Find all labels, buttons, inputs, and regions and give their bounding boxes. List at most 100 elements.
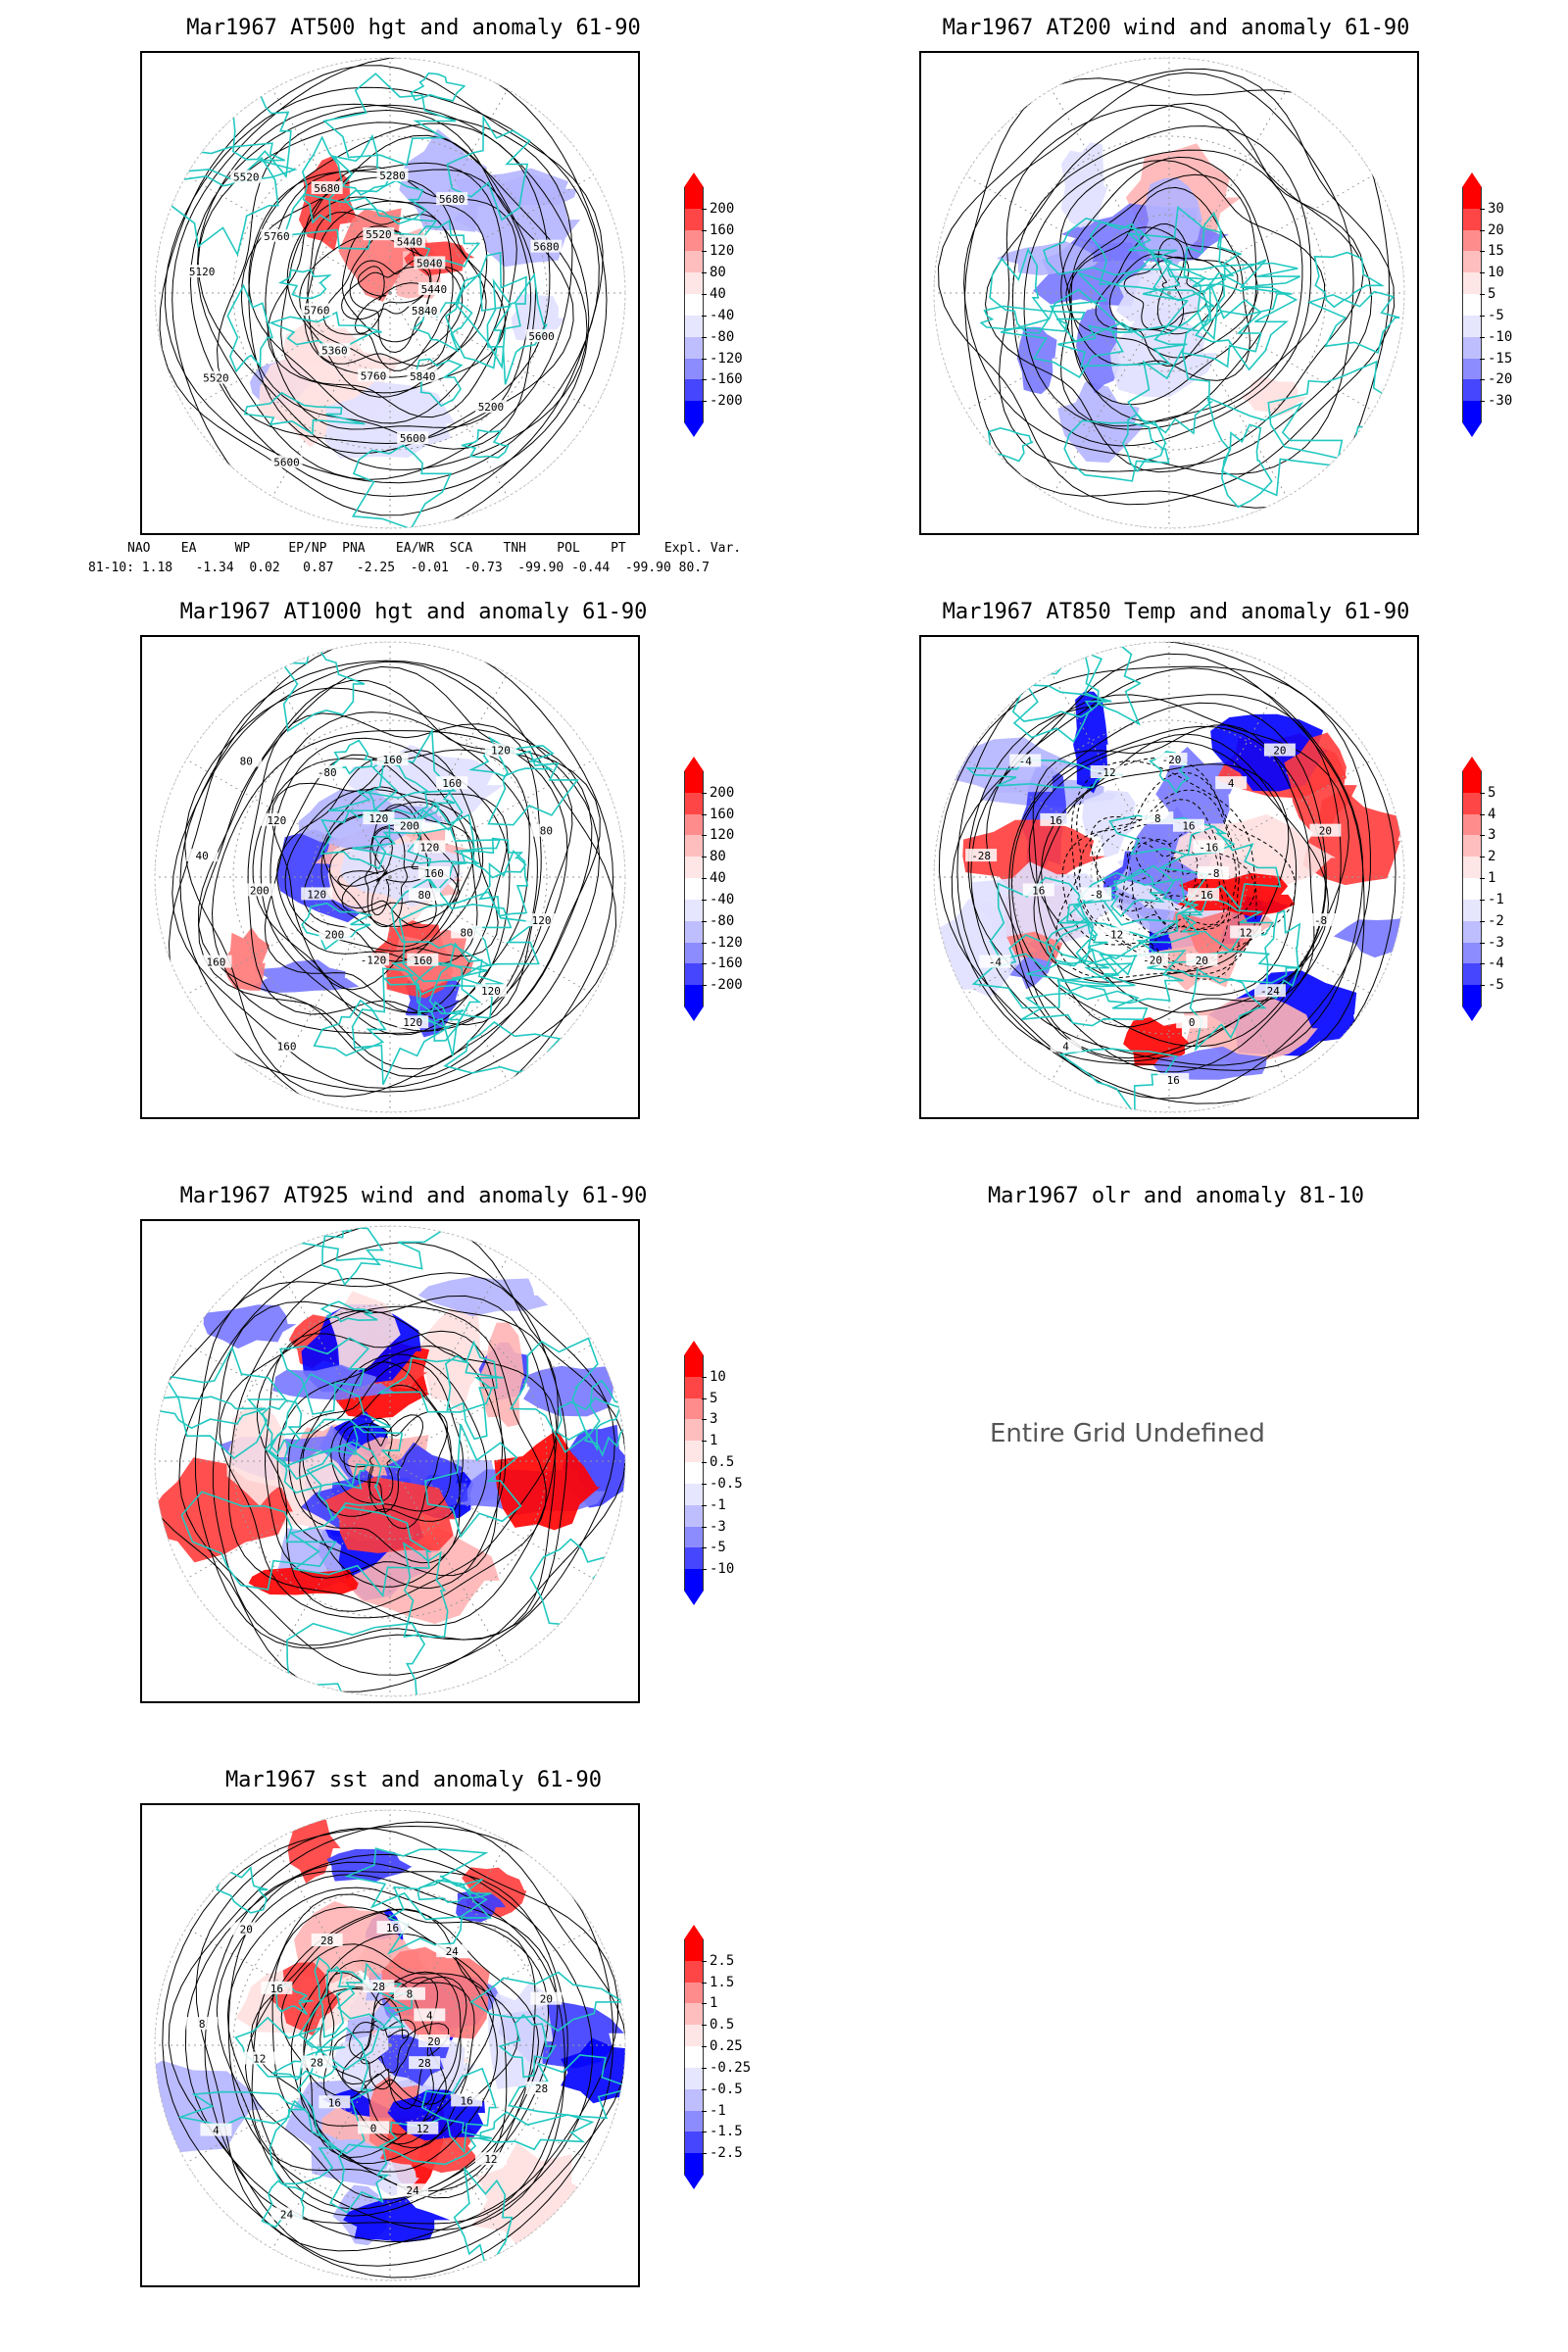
contour-line bbox=[251, 1893, 536, 2199]
map-boundary bbox=[154, 641, 626, 1113]
colorbar-label: -1 bbox=[1488, 891, 1504, 907]
contour-label: -8 bbox=[1206, 867, 1219, 880]
contour-line bbox=[320, 801, 460, 948]
coastline bbox=[269, 2099, 340, 2185]
positive-anomaly-shading bbox=[328, 1291, 401, 1373]
contour-label: 20 bbox=[1319, 825, 1332, 838]
contour-label-bg bbox=[301, 887, 333, 901]
contour-line bbox=[197, 665, 601, 1078]
coastline bbox=[1021, 990, 1149, 1027]
colorbar-label: 2 bbox=[1488, 849, 1496, 865]
coastline bbox=[1065, 864, 1199, 940]
colorbar-tick bbox=[1480, 379, 1485, 381]
streamline bbox=[178, 1242, 615, 1676]
colorbar-label: -160 bbox=[710, 371, 743, 388]
colorbar-segment bbox=[1462, 208, 1482, 230]
contour-label: -16 bbox=[1194, 889, 1213, 902]
colorbar-tick bbox=[702, 208, 707, 210]
contour-line bbox=[951, 653, 1365, 1071]
contour-label-bg bbox=[409, 304, 441, 318]
contour-label-bg bbox=[200, 955, 232, 968]
coastline bbox=[298, 1969, 412, 2071]
colorbar-label: 40 bbox=[710, 286, 726, 303]
contour-label-bg bbox=[414, 840, 446, 854]
map-content: 5840 5760 5680 5600 5520 5440 5360 5280 5200 5120… bbox=[155, 58, 625, 528]
contour-label-bg bbox=[1022, 883, 1054, 897]
contour-label: 200 bbox=[400, 820, 419, 833]
colorbar-label: -40 bbox=[710, 307, 735, 323]
coastline bbox=[1126, 205, 1242, 302]
contour-label-bg bbox=[358, 368, 390, 382]
contour-line bbox=[1032, 724, 1315, 1028]
coastline bbox=[1049, 271, 1217, 343]
colorbar-label: -0.5 bbox=[710, 1475, 743, 1492]
colorbar-label: 0.25 bbox=[710, 2038, 743, 2055]
coastline bbox=[231, 78, 292, 178]
colorbar-segment bbox=[684, 985, 704, 1006]
colorbar-label: 5 bbox=[1488, 286, 1496, 303]
teleconnection-headers: NAO EA WP EP/NP PNA EA/WR SCA TNH POL PT… bbox=[127, 541, 742, 556]
contour-line bbox=[354, 266, 425, 334]
coastline bbox=[1206, 396, 1344, 497]
colorbar-label: -20 bbox=[1488, 371, 1513, 388]
contour-label: 16 bbox=[386, 1922, 399, 1935]
coastline bbox=[343, 179, 427, 225]
coastline bbox=[177, 2090, 307, 2128]
longitude-line bbox=[389, 2044, 509, 2250]
colorbar-tick bbox=[1480, 315, 1485, 317]
contour-label-bg bbox=[270, 2207, 303, 2221]
negative-anomaly-shading bbox=[934, 899, 1038, 998]
coastline bbox=[326, 739, 372, 775]
coastline bbox=[1063, 419, 1170, 482]
coastline bbox=[1220, 423, 1273, 509]
contour-label: 120 bbox=[307, 888, 326, 901]
contour-label: -12 bbox=[1103, 928, 1123, 941]
streamline bbox=[984, 102, 1364, 473]
contour-label: -8 bbox=[1314, 914, 1327, 927]
contour-label: 80 bbox=[461, 926, 473, 939]
colorbar-label: 1 bbox=[1488, 870, 1496, 887]
coastline bbox=[1011, 684, 1112, 722]
map-content: 2828242420201616128402828481216202428161… bbox=[155, 1810, 625, 2280]
contour-label: -12 bbox=[1097, 766, 1116, 779]
colorbar-label: -200 bbox=[710, 977, 743, 994]
contour-label: 24 bbox=[280, 2208, 294, 2221]
colorbar-segment bbox=[684, 315, 704, 337]
colorbar-segment bbox=[684, 1483, 704, 1505]
coastline bbox=[319, 1300, 378, 1323]
negative-anomaly-shading bbox=[1143, 177, 1202, 266]
contour-label-bg bbox=[1215, 776, 1248, 790]
coastline bbox=[1072, 896, 1180, 976]
coastline bbox=[321, 1226, 384, 1287]
contour-label-bg bbox=[200, 370, 232, 384]
colorbar-label: 40 bbox=[710, 870, 726, 887]
colorbar-label: 3 bbox=[1488, 827, 1496, 844]
contour-label: 4 bbox=[1228, 777, 1235, 790]
contour-line bbox=[216, 109, 574, 445]
latitude-circle bbox=[232, 135, 548, 451]
colorbar-label: -3 bbox=[1488, 934, 1504, 951]
colorbar-tick bbox=[702, 1569, 707, 1571]
coastline bbox=[402, 1542, 449, 1639]
contour-label-bg bbox=[376, 169, 409, 182]
colorbar-bottom-arrow bbox=[1462, 1006, 1482, 1021]
coastline bbox=[479, 2111, 595, 2151]
colorbar-segment bbox=[684, 187, 704, 209]
panel-title-200: Mar1967 AT200 wind and anomaly 61-90 bbox=[942, 16, 1410, 40]
coastline bbox=[288, 1506, 432, 1598]
contour-label-bg bbox=[474, 400, 507, 414]
coastline bbox=[412, 302, 473, 353]
contour-label: 5520 bbox=[366, 228, 392, 241]
contour-label: 12 bbox=[1240, 926, 1252, 939]
contour-line bbox=[280, 1943, 495, 2159]
contour-label: 120 bbox=[368, 812, 388, 825]
coastline bbox=[428, 942, 504, 1019]
colorbar-tick bbox=[702, 294, 707, 296]
colorbar-tick bbox=[1480, 920, 1485, 922]
contour-label: 5520 bbox=[233, 172, 259, 184]
map-frame-1000: 80 120 160 120 80 160 200 160 120 40 120 -120 -80 120… bbox=[140, 635, 640, 1119]
coastline bbox=[446, 115, 531, 221]
colorbar-segment bbox=[1462, 857, 1482, 879]
contour-label: 160 bbox=[424, 867, 444, 880]
colorbar-tick bbox=[702, 899, 707, 901]
